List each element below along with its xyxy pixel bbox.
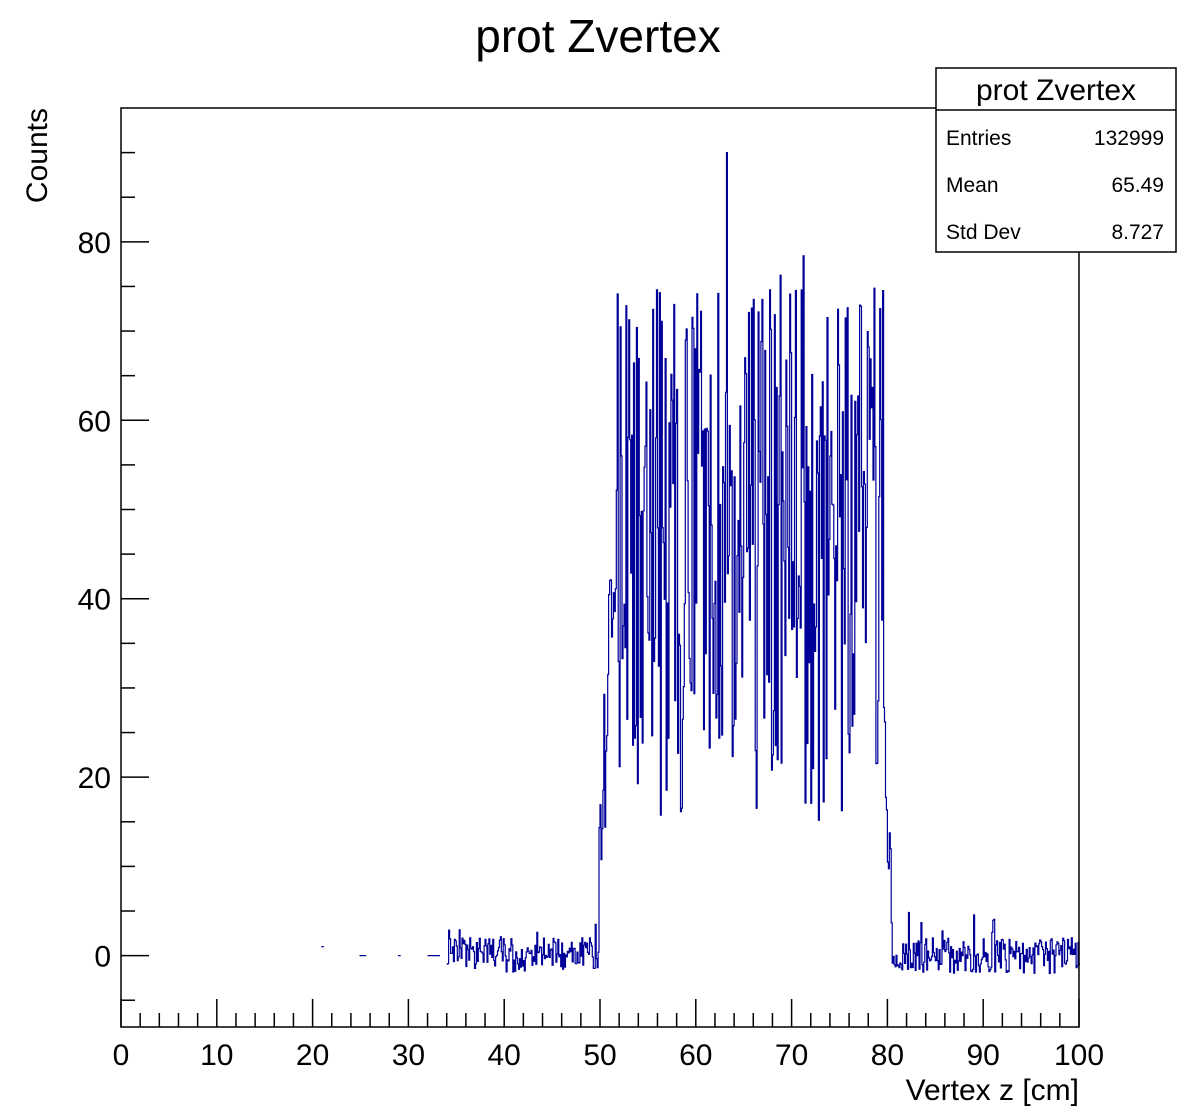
stats-entries-value: 132999 [1094, 127, 1164, 150]
y-tick-label: 0 [94, 941, 111, 974]
x-tick-label: 30 [392, 1039, 425, 1072]
y-tick-label: 80 [78, 227, 111, 260]
stats-mean-label: Mean [946, 174, 999, 197]
y-axis-label: Counts [21, 108, 54, 203]
axes: 0 10 20 30 40 50 60 70 80 90 100 0 20 40 60 80 [78, 107, 1104, 1072]
x-tick-label: 70 [775, 1039, 808, 1072]
x-axis-label: Vertex z [cm] [906, 1074, 1079, 1107]
stats-box-frame [935, 67, 1177, 253]
stats-box-title: prot Zvertex [976, 74, 1136, 107]
plot-area [321, 152, 1080, 974]
stats-box: prot Zvertex Entries 132999 Mean 65.49 S… [935, 67, 1177, 253]
x-tick-label: 40 [488, 1039, 521, 1072]
x-tick-label: 50 [583, 1039, 616, 1072]
histogram-line [321, 152, 1080, 974]
x-tick-label: 90 [967, 1039, 1000, 1072]
x-tick-label: 20 [296, 1039, 329, 1072]
chart-title: prot Zvertex [475, 10, 720, 62]
y-tick-label: 40 [78, 584, 111, 617]
stats-mean-value: 65.49 [1111, 174, 1164, 197]
x-tick-label: 100 [1054, 1039, 1104, 1072]
y-tick-label: 60 [78, 405, 111, 438]
stats-stddev-value: 8.727 [1111, 221, 1164, 244]
x-tick-label: 60 [679, 1039, 712, 1072]
x-tick-label: 80 [871, 1039, 904, 1072]
x-tick-label: 10 [200, 1039, 233, 1072]
stats-stddev-label: Std Dev [946, 221, 1021, 244]
x-tick-label: 0 [113, 1039, 130, 1072]
stats-entries-label: Entries [946, 127, 1011, 150]
y-tick-label: 20 [78, 762, 111, 795]
